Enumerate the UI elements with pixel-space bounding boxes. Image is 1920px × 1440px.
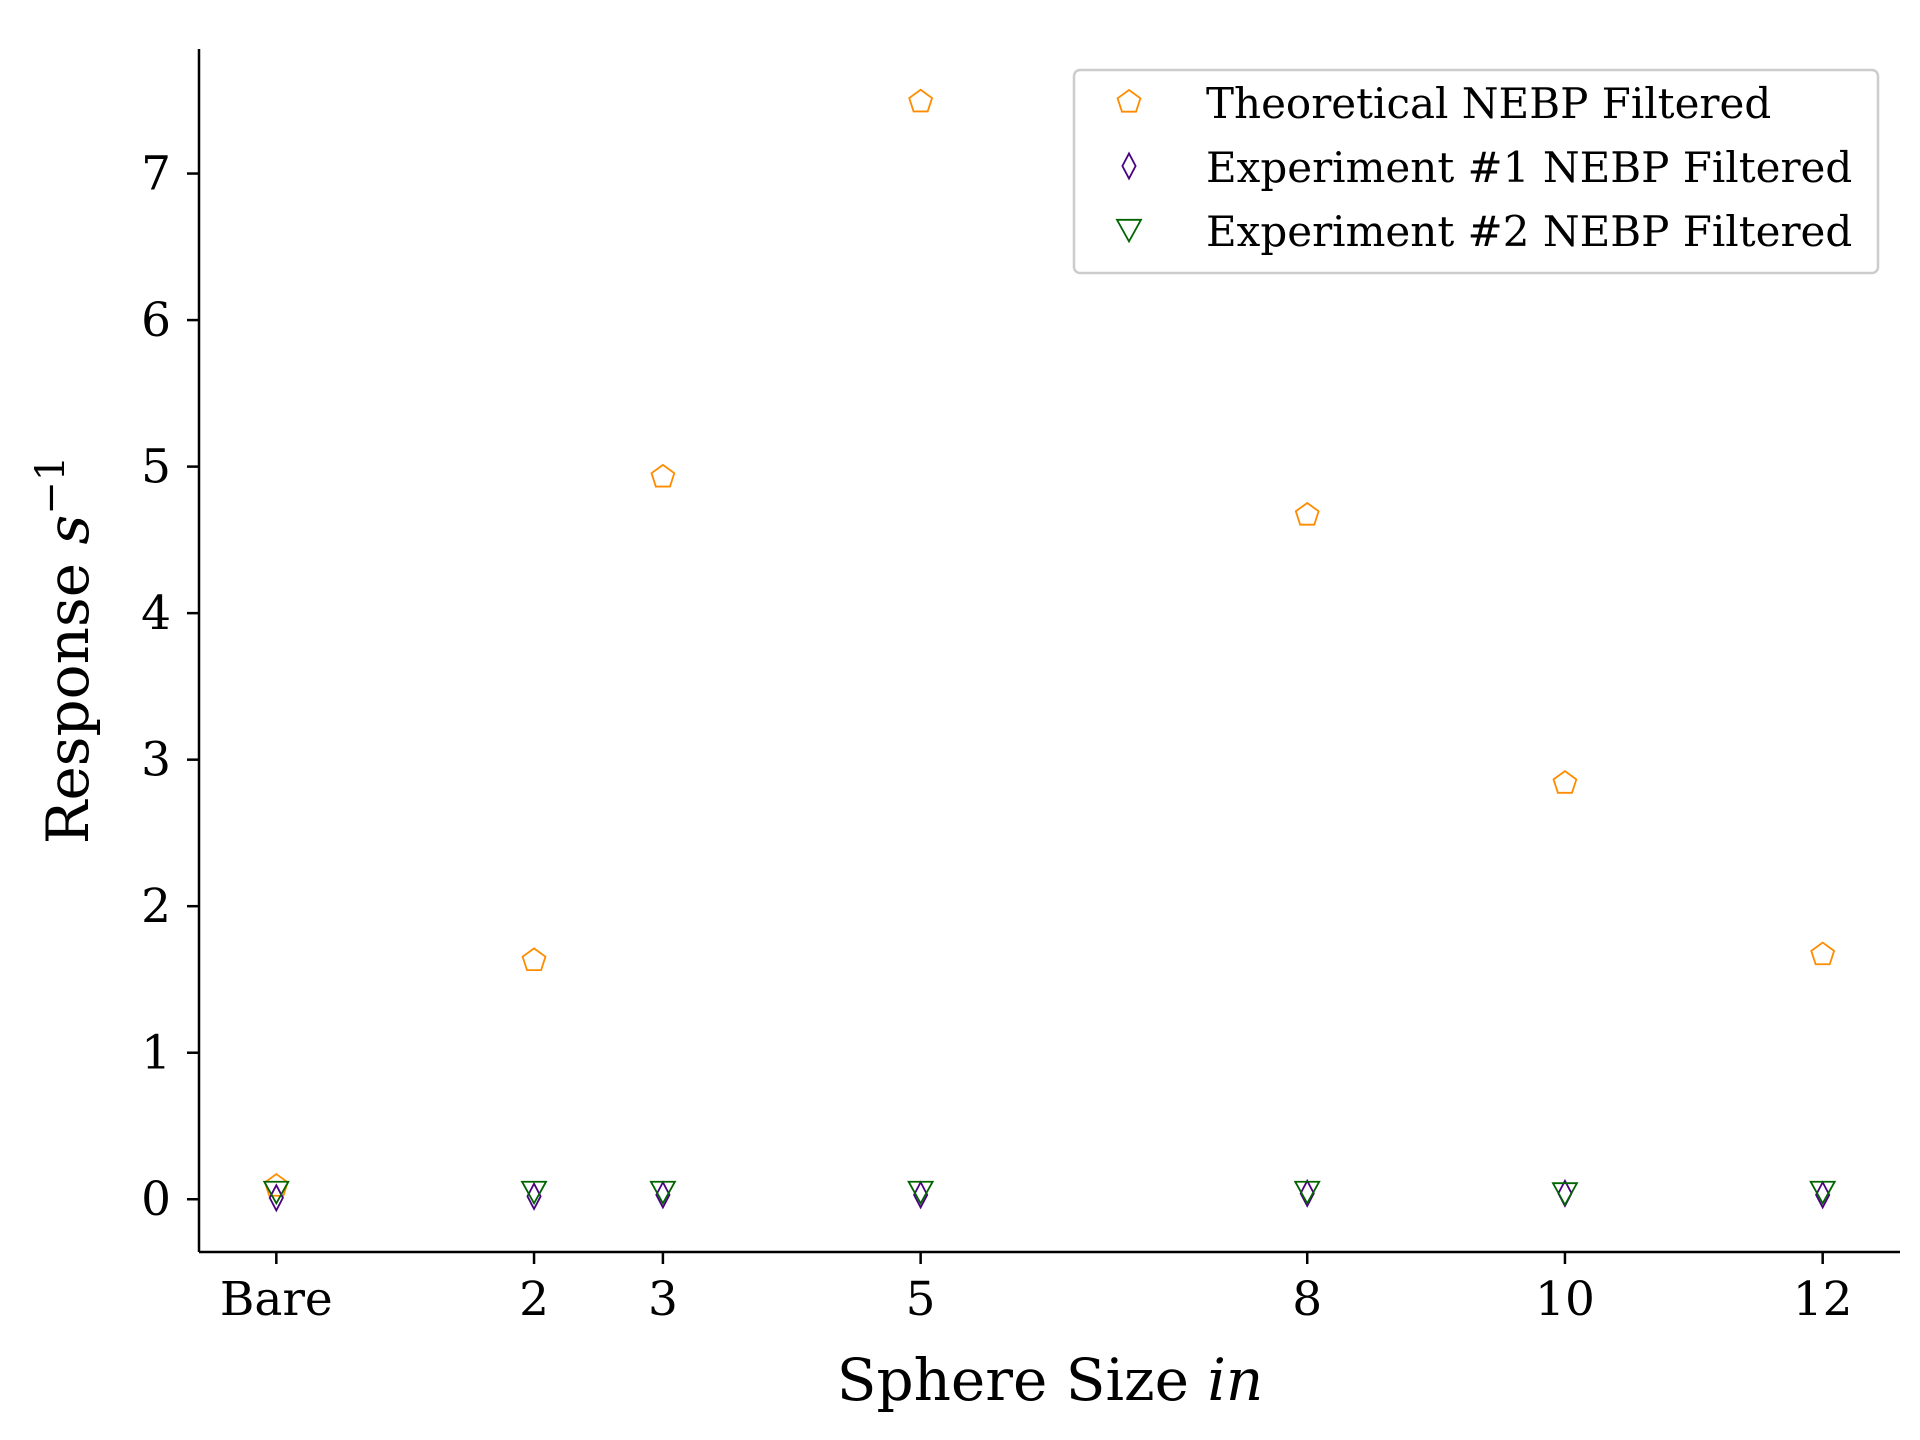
data-point-diamond (1557, 1178, 1573, 1208)
x-tick-label: 10 (1535, 1272, 1595, 1327)
data-point-diamond (268, 1183, 284, 1213)
data-point-pentagon (650, 463, 676, 488)
legend-marker-diamond (1121, 151, 1137, 181)
data-point-triangle-down (520, 1180, 548, 1206)
y-tick-label: 7 (141, 147, 171, 202)
x-tick-label: 8 (1292, 1272, 1322, 1327)
data-point-pentagon (1294, 501, 1320, 526)
legend-marker-triangle-down (1115, 218, 1143, 244)
data-point-triangle-down (649, 1180, 677, 1206)
y-axis-title: Response s−1 (28, 456, 102, 844)
x-axis-title: Sphere Size in (837, 1346, 1264, 1414)
y-tick-label: 2 (141, 879, 171, 934)
legend-label: Theoretical NEBP Filtered (1206, 79, 1771, 128)
y-tick-label: 0 (141, 1172, 171, 1227)
legend-label: Experiment #1 NEBP Filtered (1206, 143, 1852, 192)
legend: Theoretical NEBP Filtered Experiment #1 N… (1072, 68, 1880, 275)
data-point-pentagon (521, 947, 547, 972)
data-point-triangle-down (262, 1180, 290, 1206)
x-tick-label: 12 (1793, 1272, 1853, 1327)
data-point-triangle-down (1809, 1180, 1837, 1206)
data-point-triangle-down (1551, 1182, 1579, 1207)
data-point-diamond (526, 1181, 542, 1211)
y-tick-label: 4 (141, 586, 171, 641)
data-point-diamond (1815, 1180, 1831, 1210)
data-point-pentagon (908, 88, 934, 113)
legend-label: Experiment #2 NEBP Filtered (1206, 207, 1852, 256)
x-tick-label: 3 (648, 1272, 678, 1327)
data-point-triangle-down (907, 1180, 935, 1206)
y-ticks: 0 1 2 3 4 5 6 7 (141, 147, 199, 1227)
y-tick-label: 3 (141, 733, 171, 788)
legend-frame (1072, 68, 1880, 275)
data-point-diamond (1299, 1178, 1315, 1208)
y-tick-label: 5 (141, 440, 171, 495)
data-point-triangle-down (1293, 1180, 1321, 1206)
legend-marker-pentagon (1116, 88, 1142, 113)
data-point-diamond (913, 1180, 929, 1210)
y-tick-label: 6 (141, 293, 171, 348)
x-tick-label: 5 (906, 1272, 936, 1327)
data-markers (262, 88, 1837, 1213)
x-tick-label: 2 (519, 1272, 549, 1327)
data-point-pentagon (1810, 941, 1836, 966)
x-ticks: Bare 2 3 5 8 10 12 (220, 1252, 1853, 1327)
data-point-diamond (655, 1180, 671, 1210)
y-tick-label: 1 (141, 1026, 171, 1081)
data-point-pentagon (1552, 769, 1578, 794)
x-tick-label: Bare (220, 1272, 333, 1327)
